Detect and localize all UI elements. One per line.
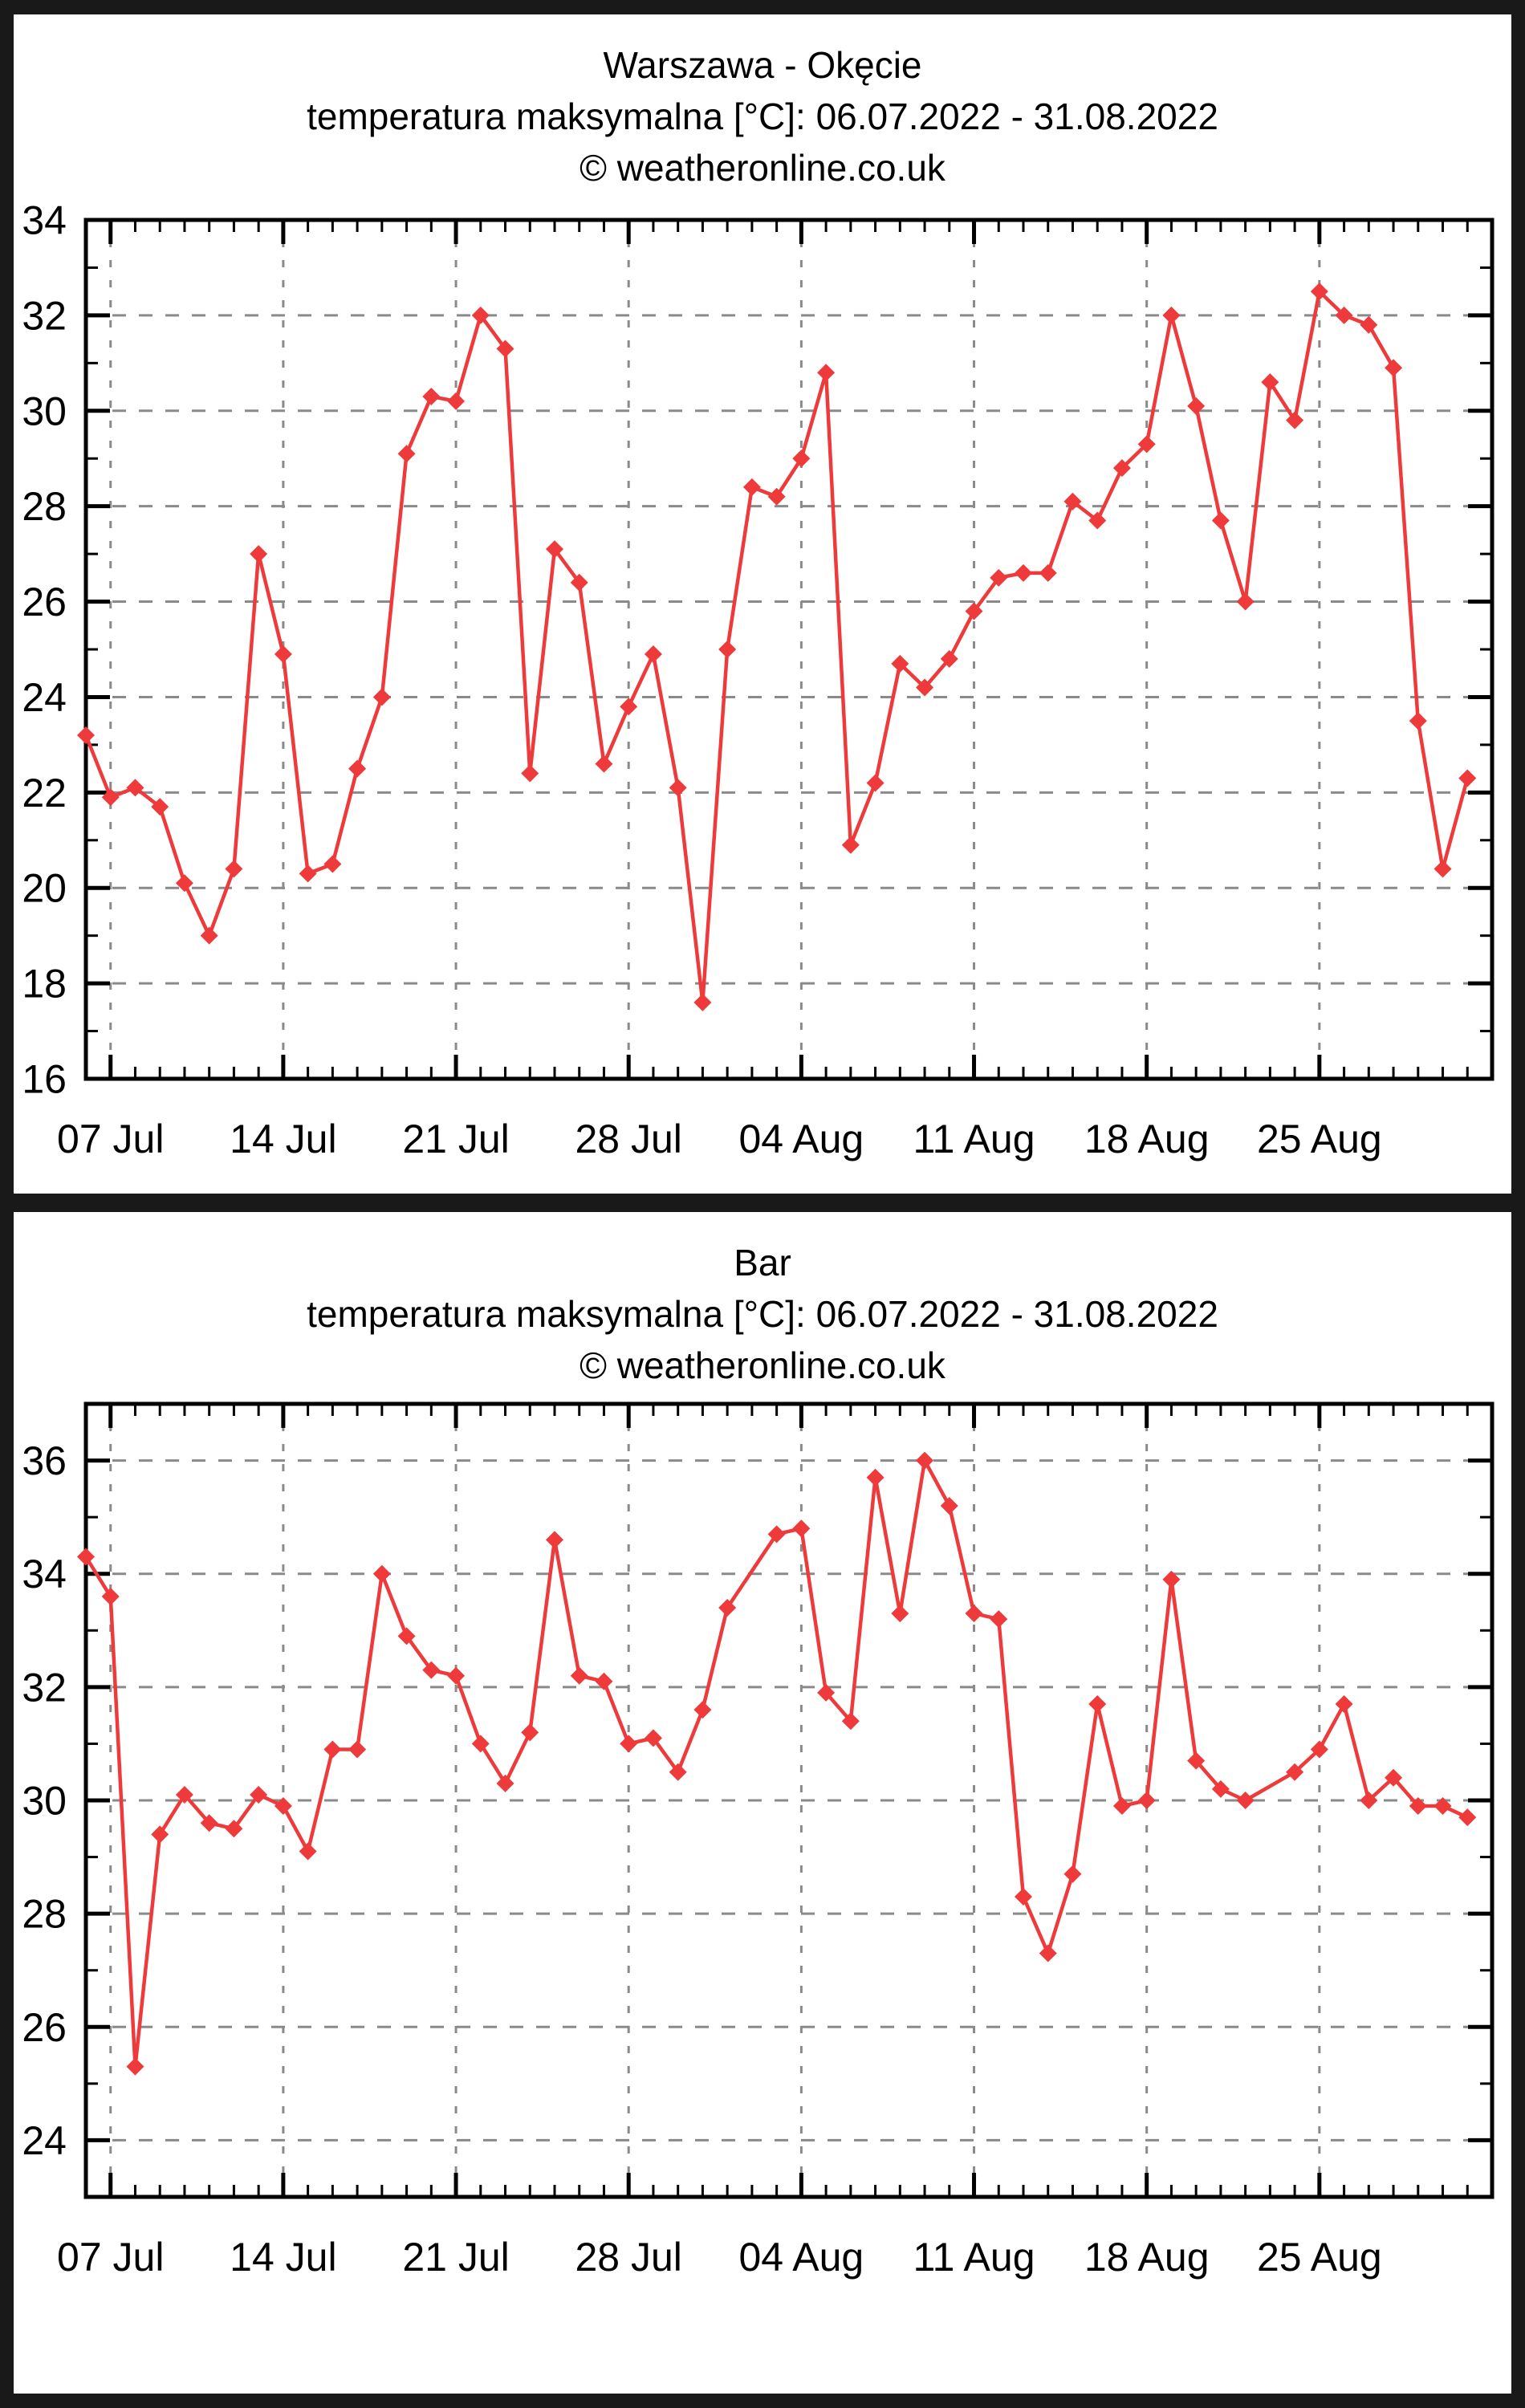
svg-text:25 Aug: 25 Aug [1257,1117,1382,1161]
svg-text:26: 26 [22,580,67,624]
svg-text:32: 32 [22,293,67,338]
chart-panel-warszawa: Warszawa - Okęcie temperatura maksymalna… [14,14,1511,1194]
svg-text:24: 24 [22,675,67,720]
svg-text:14 Jul: 14 Jul [230,2235,336,2280]
svg-text:28 Jul: 28 Jul [575,2235,681,2280]
chart-subtitle: temperatura maksymalna [°C]: 06.07.2022 … [307,1293,1218,1335]
svg-text:16: 16 [22,1057,67,1102]
chart-panel-bar: Bar temperatura maksymalna [°C]: 06.07.2… [14,1212,1511,2394]
svg-text:21 Jul: 21 Jul [402,1117,509,1161]
svg-text:36: 36 [22,1438,67,1483]
temperature-line-chart-bar: 24 26 28 30 32 34 36 07 Jul 14 Jul 21 Jul 28 Jul 04… [22,1401,1494,2280]
svg-text:11 Aug: 11 Aug [913,1117,1035,1161]
svg-text:07 Jul: 07 Jul [57,1117,164,1161]
svg-text:28 Jul: 28 Jul [575,1117,681,1161]
svg-text:28: 28 [22,1892,67,1937]
svg-text:30: 30 [22,388,67,433]
chart-subtitle: temperatura maksymalna [°C]: 06.07.2022 … [307,96,1218,137]
svg-text:14 Jul: 14 Jul [230,1117,336,1161]
svg-text:20: 20 [22,866,67,911]
svg-text:22: 22 [22,771,67,816]
svg-text:21 Jul: 21 Jul [402,2235,509,2280]
svg-text:04 Aug: 04 Aug [739,1117,864,1161]
svg-text:28: 28 [22,484,67,529]
svg-text:34: 34 [22,198,67,243]
chart-copyright: © weatheronline.co.uk [580,1344,946,1386]
svg-text:18 Aug: 18 Aug [1084,1117,1210,1161]
svg-text:32: 32 [22,1665,67,1710]
svg-text:34: 34 [22,1552,67,1597]
svg-text:18: 18 [22,962,67,1007]
svg-text:30: 30 [22,1779,67,1824]
svg-text:25 Aug: 25 Aug [1257,2235,1382,2280]
svg-text:18 Aug: 18 Aug [1084,2235,1210,2280]
chart-title: Bar [734,1242,791,1283]
svg-text:24: 24 [22,2118,67,2163]
svg-text:26: 26 [22,2005,67,2050]
svg-text:07 Jul: 07 Jul [57,2235,164,2280]
svg-text:11 Aug: 11 Aug [913,2235,1035,2280]
temperature-line-chart-warszawa: 16 18 20 22 24 26 28 30 32 34 07 Jul 14 Jul 21 Jul 28… [22,198,1494,1161]
chart-title: Warszawa - Okęcie [603,44,922,86]
chart-copyright: © weatheronline.co.uk [580,147,946,189]
svg-text:04 Aug: 04 Aug [739,2235,864,2280]
